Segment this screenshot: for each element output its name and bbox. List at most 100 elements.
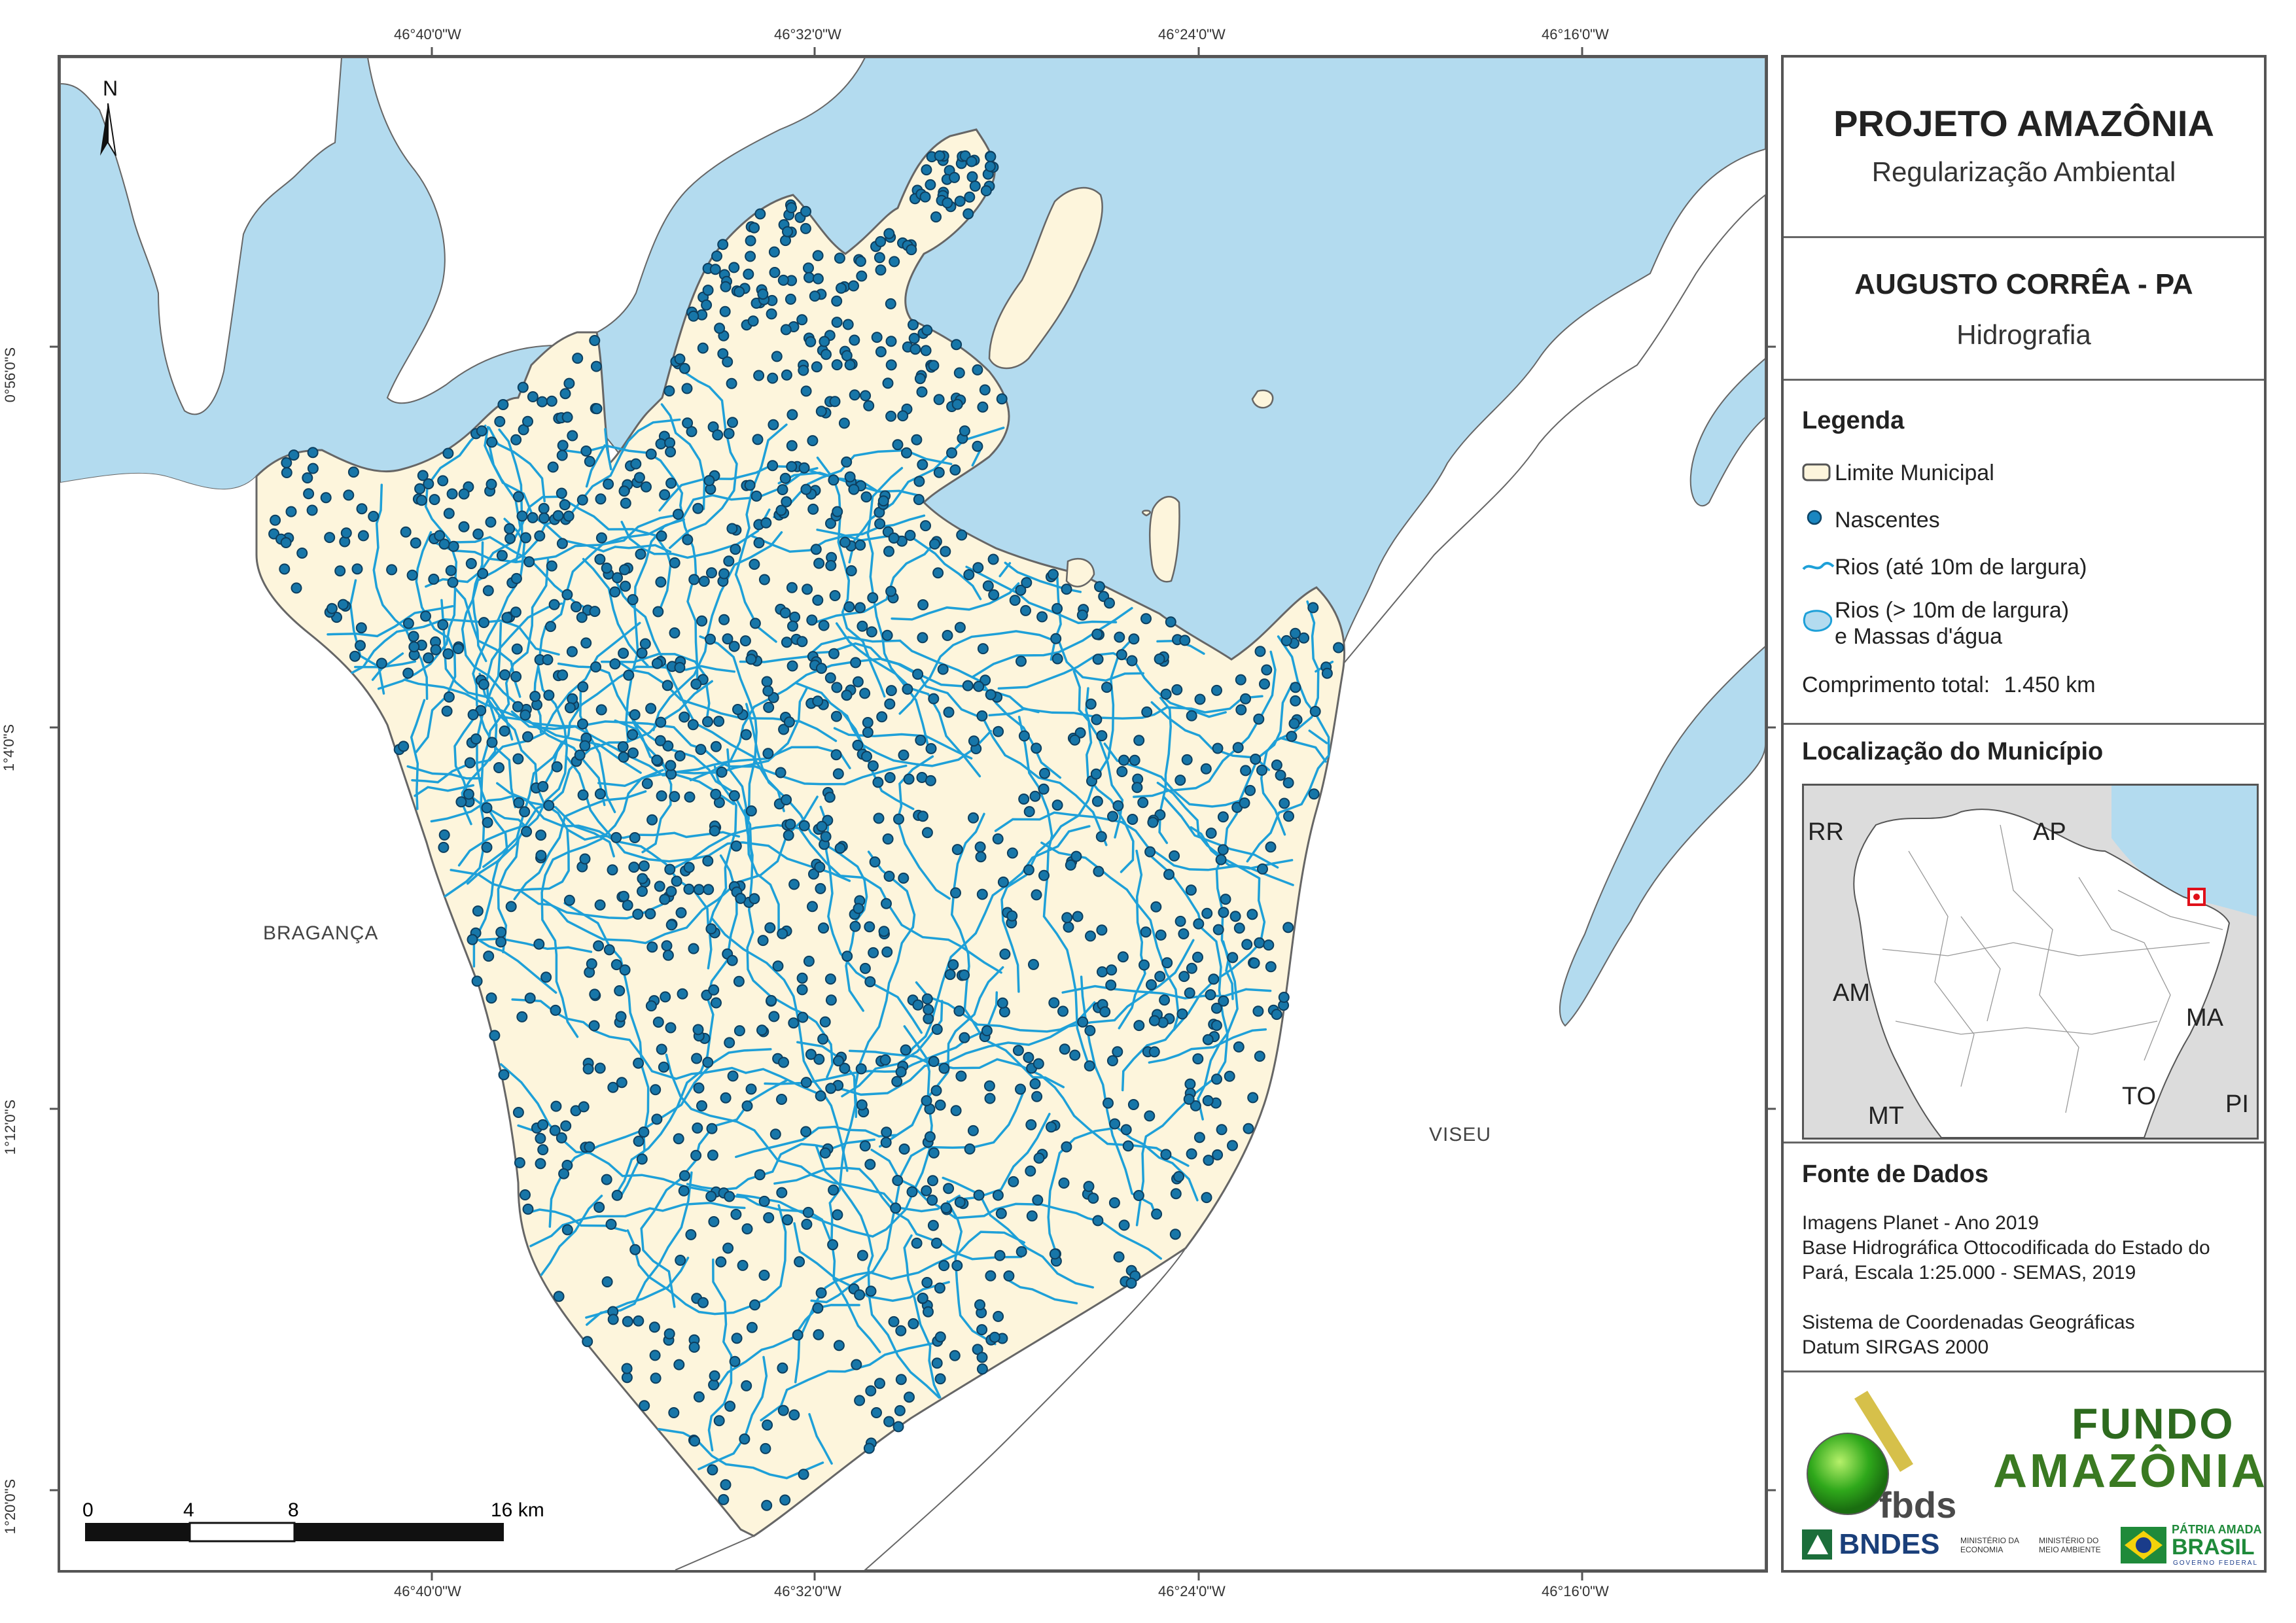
legend-label-rivers-large-1: Rios (> 10m de largura): [1835, 598, 2070, 623]
river-segment: [1085, 687, 1124, 839]
spring-point: [574, 749, 586, 761]
spring-point: [593, 940, 605, 952]
spring-point: [796, 314, 808, 326]
spring-point: [824, 973, 836, 985]
spring-point: [1116, 649, 1127, 661]
spring-point: [1127, 814, 1139, 825]
river-segment: [424, 425, 521, 698]
spring-point: [1333, 642, 1345, 654]
spring-point: [807, 901, 818, 913]
river-segment: [585, 444, 606, 488]
river-segment: [1158, 697, 1172, 845]
spring-point: [908, 1318, 919, 1329]
river-segment: [354, 660, 417, 669]
spring-point: [825, 994, 837, 1006]
spring-point: [696, 615, 708, 627]
spring-point: [761, 1499, 773, 1511]
spring-point: [616, 1077, 627, 1089]
spring-point: [376, 657, 387, 669]
spring-point: [983, 1080, 995, 1092]
spring-point: [651, 657, 663, 669]
island: [988, 186, 1103, 370]
spring-point: [730, 544, 741, 555]
spring-point: [966, 156, 978, 167]
spring-point: [825, 517, 836, 529]
spring-point: [633, 472, 645, 483]
spring-point: [719, 305, 731, 317]
spring-point: [1203, 1155, 1214, 1166]
river-segment: [430, 518, 685, 563]
spring-point: [798, 364, 809, 376]
spring-point: [607, 1314, 619, 1325]
spring-point: [485, 516, 497, 528]
spring-point: [658, 1061, 669, 1073]
land-northwest-2: [366, 58, 866, 404]
spring-point: [1016, 655, 1027, 667]
spring-point: [911, 1237, 923, 1249]
spring-point: [1113, 1251, 1125, 1263]
lon-label-bottom: 46°24'0"W: [1158, 1583, 1226, 1599]
spring-point: [815, 1287, 827, 1299]
spring-point: [802, 1206, 814, 1218]
spring-point: [627, 594, 639, 606]
spring-point: [542, 654, 554, 665]
spring-point: [654, 735, 666, 746]
spring-point: [645, 448, 657, 460]
spring-point: [1282, 777, 1294, 789]
spring-point: [831, 295, 843, 307]
spring-point: [510, 606, 521, 618]
springs-layer: [268, 150, 1345, 1511]
spring-point: [571, 601, 582, 613]
spring-point: [517, 381, 529, 393]
spring-point: [885, 585, 897, 597]
spring-point: [710, 741, 722, 752]
river-segment: [616, 854, 738, 1194]
spring-point: [1290, 695, 1301, 707]
spring-point: [1114, 631, 1125, 643]
river-segment: [466, 666, 569, 885]
spring-point: [912, 669, 924, 680]
spring-point: [1065, 859, 1076, 871]
spring-point: [1033, 1152, 1045, 1164]
spring-point: [540, 971, 552, 983]
spring-point: [1031, 742, 1042, 754]
spring-point: [1048, 568, 1059, 580]
spring-point: [964, 191, 976, 203]
spring-point: [821, 349, 832, 360]
state-label-rr: RR: [1808, 818, 1844, 846]
spring-point: [512, 491, 524, 502]
spring-point: [1125, 1278, 1137, 1289]
spring-point: [813, 1329, 824, 1340]
spring-point: [921, 324, 933, 336]
spring-point: [853, 903, 864, 915]
spring-point: [1003, 1270, 1015, 1282]
spring-point: [931, 1357, 943, 1369]
inset-map-canvas: [1804, 786, 2257, 1138]
spring-point: [862, 727, 874, 738]
river-segment: [517, 1124, 533, 1132]
spring-point: [838, 417, 850, 429]
spring-point: [1160, 1149, 1172, 1161]
spring-point: [992, 1189, 1004, 1201]
spring-point: [710, 788, 722, 800]
spring-point: [494, 415, 506, 427]
fbds-text: fbds: [1879, 1484, 1957, 1526]
spring-point: [1029, 1078, 1041, 1090]
map-canvas[interactable]: BRAGANÇA VISEU N 0 4 8 16 km: [60, 58, 1765, 1570]
spring-point: [730, 1208, 742, 1220]
map-frame[interactable]: BRAGANÇA VISEU N 0 4 8 16 km: [58, 55, 1768, 1573]
spring-point: [786, 409, 798, 421]
spring-point: [796, 972, 808, 984]
spring-point: [1256, 764, 1267, 776]
spring-point: [288, 449, 300, 461]
spring-point: [831, 317, 843, 328]
legend-label-rivers-small: Rios (até 10m de largura): [1835, 555, 2087, 580]
spring-point: [1163, 869, 1174, 881]
spring-point: [516, 510, 528, 522]
spring-point: [788, 879, 800, 890]
spring-point: [612, 572, 623, 584]
spring-point: [1097, 966, 1108, 978]
spring-point: [914, 373, 926, 385]
map-theme: Hidrografia: [1956, 319, 2091, 350]
source-line: Datum SIRGAS 2000: [1802, 1336, 1989, 1358]
